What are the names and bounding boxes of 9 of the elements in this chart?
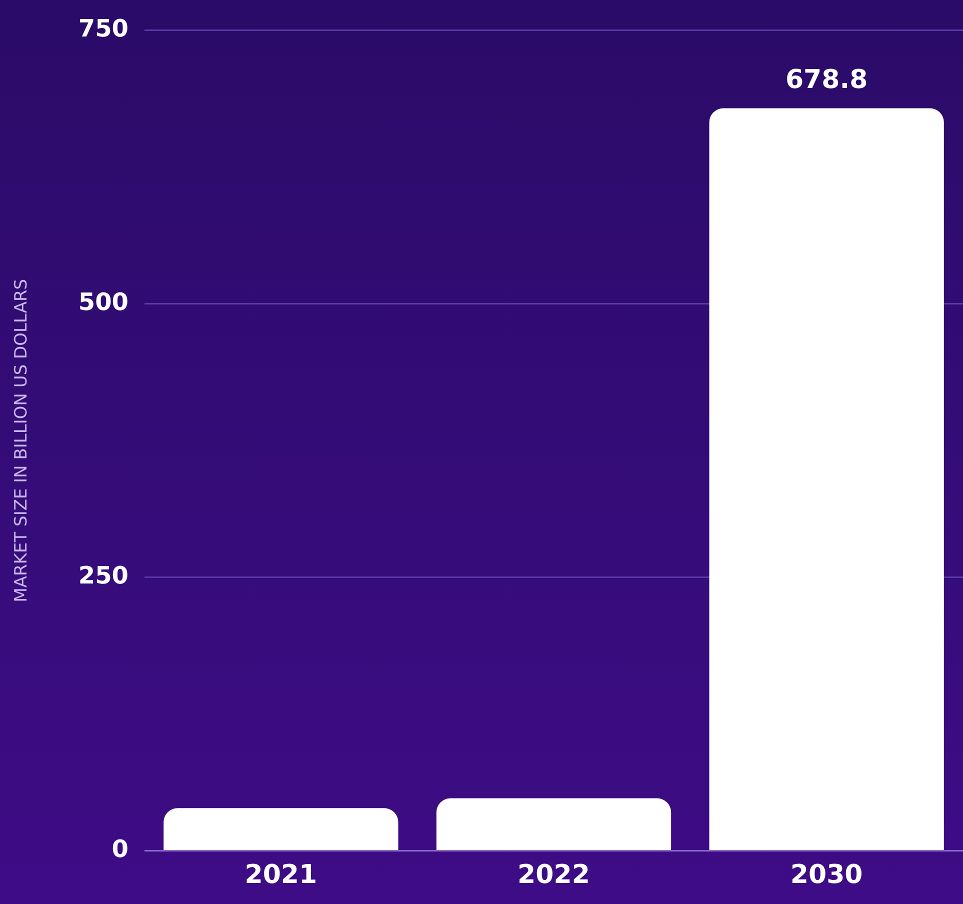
y-tick-label: 250 [78, 562, 128, 590]
y-tick-label: 500 [78, 288, 128, 316]
x-tick-label: 2030 [790, 860, 863, 890]
x-tick-label: 2021 [244, 860, 318, 890]
y-tick-label: 750 [78, 14, 128, 43]
y-axis-title: MARKET SIZE IN BILLION US DOLLARS [12, 278, 32, 602]
x-tick-label: 2022 [518, 860, 590, 890]
data-label: 678.8 [785, 65, 868, 96]
y-tick-label: 0 [112, 835, 128, 864]
